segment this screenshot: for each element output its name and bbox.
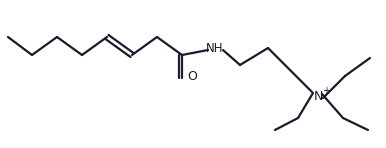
Text: O: O [187,70,197,82]
Text: N: N [313,90,323,103]
Text: +: + [322,86,330,96]
Text: NH: NH [206,41,224,54]
